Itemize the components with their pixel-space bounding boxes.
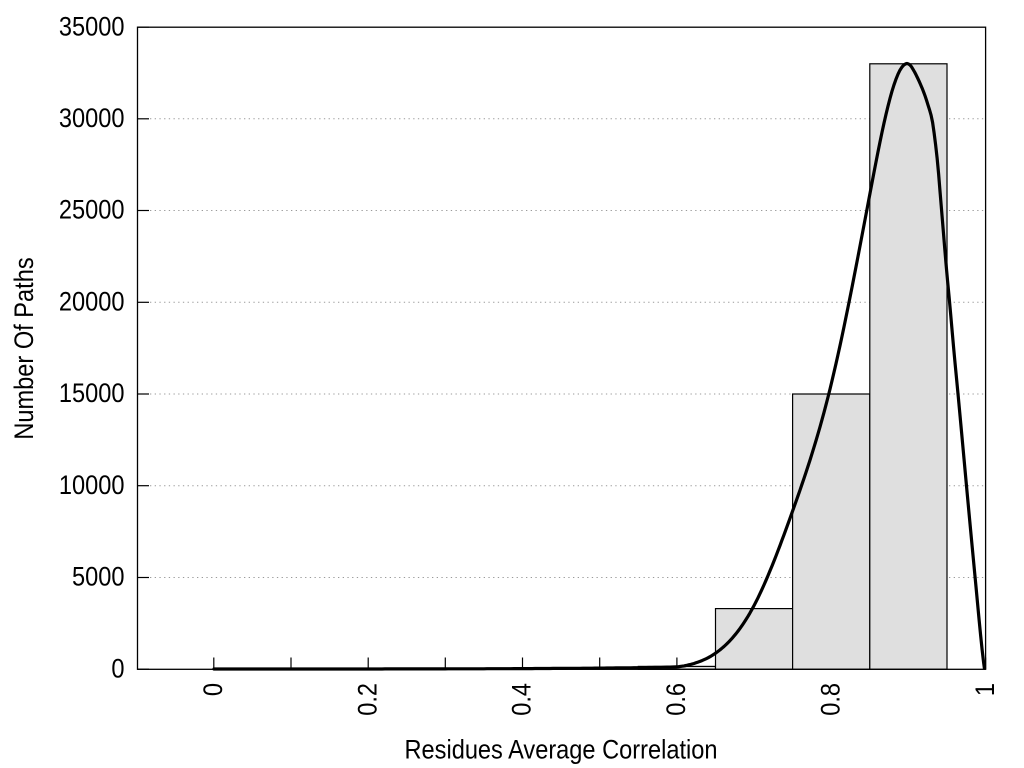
svg-text:5000: 5000 bbox=[72, 562, 124, 592]
svg-text:0.4: 0.4 bbox=[507, 683, 537, 716]
svg-text:0: 0 bbox=[111, 654, 124, 684]
svg-text:0.6: 0.6 bbox=[662, 683, 692, 716]
svg-text:0.2: 0.2 bbox=[353, 683, 383, 716]
svg-text:Number Of Paths: Number Of Paths bbox=[10, 257, 40, 439]
svg-text:0: 0 bbox=[199, 683, 229, 696]
svg-text:35000: 35000 bbox=[59, 12, 125, 42]
svg-text:10000: 10000 bbox=[59, 471, 125, 501]
svg-text:0.8: 0.8 bbox=[816, 683, 846, 716]
svg-text:20000: 20000 bbox=[59, 287, 125, 317]
svg-text:1: 1 bbox=[971, 683, 1001, 696]
svg-text:15000: 15000 bbox=[59, 379, 125, 409]
svg-text:25000: 25000 bbox=[59, 195, 125, 225]
svg-text:Residues Average Correlation: Residues Average Correlation bbox=[404, 735, 717, 765]
svg-text:30000: 30000 bbox=[59, 104, 125, 134]
